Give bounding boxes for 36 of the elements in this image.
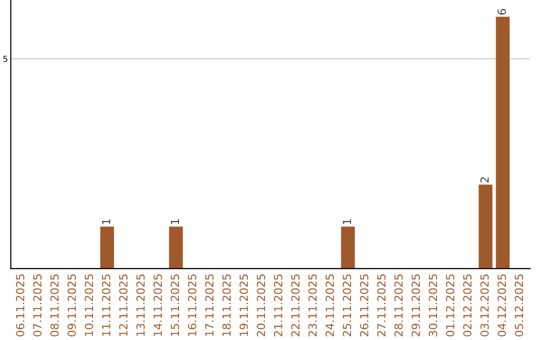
x-tick-label: 29.11.2025 (412, 274, 420, 336)
x-tick-label: 27.11.2025 (377, 274, 386, 336)
x-tick-label: 28.11.2025 (394, 274, 403, 336)
x-tick-label: 23.11.2025 (308, 274, 317, 336)
x-tick-label: 02.12.2025 (463, 274, 472, 336)
x-tick-label: 01.12.2025 (446, 274, 454, 336)
x-tick-label: 25.11.2025 (342, 274, 352, 336)
y-tick-label: 5 (3, 56, 8, 62)
x-tick-label: 26.11.2025 (360, 274, 368, 336)
x-tick-label: 20.11.2025 (256, 274, 266, 336)
data-label: 1 (170, 219, 179, 224)
x-tick-label: 14.11.2025 (154, 274, 162, 336)
x-tick-label: 22.11.2025 (291, 274, 300, 336)
x-tick-label: 07.11.2025 (33, 274, 42, 336)
data-label: 1 (342, 219, 352, 224)
x-tick-label: 13.11.2025 (136, 274, 145, 336)
data-label: 6 (498, 9, 506, 15)
data-label: 2 (480, 177, 489, 182)
x-tick-label: 21.11.2025 (274, 274, 282, 336)
x-tick-label: 24.11.2025 (326, 274, 334, 336)
x-tick-label: 18.11.2025 (222, 274, 231, 336)
x-tick-label: 30.11.2025 (428, 274, 438, 336)
x-tick-label: 10.11.2025 (84, 274, 94, 336)
data-label: 1 (102, 219, 110, 224)
x-tick-label: 15.11.2025 (170, 274, 180, 336)
x-tick-label: 05.12.2025 (514, 274, 524, 336)
x-tick-label: 08.11.2025 (50, 274, 59, 336)
x-tick-label: 06.11.2025 (16, 274, 24, 336)
x-tick-label: 04.12.2025 (498, 274, 506, 336)
x-tick-label: 09.11.2025 (68, 274, 76, 336)
x-tick-label: 16.11.2025 (188, 274, 196, 336)
x-tick-label: 03.12.2025 (480, 274, 489, 336)
x-tick-label: 12.11.2025 (119, 274, 128, 336)
x-tick-label: 19.11.2025 (240, 274, 248, 336)
x-tick-label: 11.11.2025 (102, 274, 110, 336)
x-tick-label: 17.11.2025 (205, 274, 214, 336)
